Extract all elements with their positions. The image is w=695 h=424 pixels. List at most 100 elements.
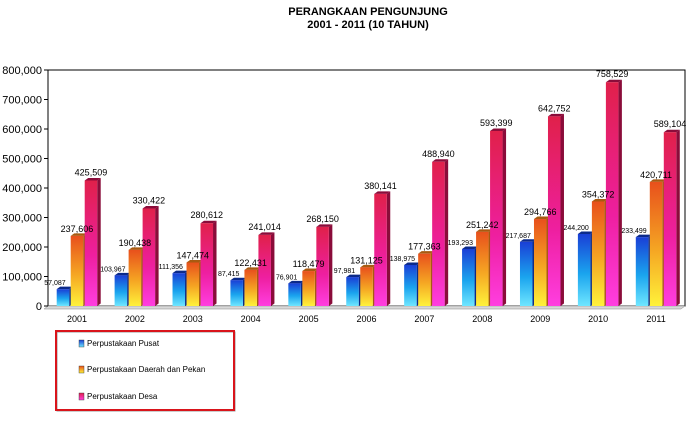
x-tick-label: 2001 — [67, 314, 87, 324]
bar — [663, 132, 677, 306]
bars — [56, 79, 680, 307]
legend-swatch — [78, 392, 85, 401]
y-tick-label: 0 — [36, 301, 42, 313]
bar-top — [519, 239, 536, 242]
bar — [128, 249, 142, 306]
legend-label: Perpustakaan Daerah dan Pekan — [87, 365, 205, 374]
x-tick-label: 2006 — [356, 314, 376, 324]
bar-top — [172, 270, 189, 274]
bar — [302, 271, 315, 306]
bar-top — [635, 234, 652, 238]
bar — [547, 116, 561, 307]
data-label: 131,125 — [350, 255, 383, 265]
legend-swatch — [78, 365, 85, 374]
bar-side — [213, 220, 217, 306]
data-label: 233,499 — [621, 228, 646, 235]
data-label: 193,293 — [448, 240, 473, 247]
data-label: 118,479 — [293, 259, 325, 269]
data-label: 57,087 — [44, 280, 66, 287]
x-tick-labels: 2001 2002 2003 2004 2005 2006 2007 2008 2009 2010… — [67, 314, 666, 324]
data-label: 237,606 — [61, 224, 94, 234]
y-tick-label: 300,000 — [2, 213, 42, 225]
data-label: 190,438 — [119, 238, 152, 248]
bar-top — [374, 191, 391, 194]
data-label: 330,422 — [133, 196, 166, 206]
data-label: 177,363 — [408, 242, 441, 252]
bar-top — [360, 264, 377, 268]
bar-top — [70, 233, 87, 236]
data-label: 111,356 — [159, 264, 183, 271]
x-tick-label: 2011 — [646, 314, 665, 324]
bar-top — [200, 220, 217, 224]
bar-top — [56, 286, 73, 290]
legend-border — [55, 330, 235, 411]
bar — [635, 237, 649, 306]
bar-top — [316, 224, 333, 227]
bar-side — [270, 232, 275, 306]
bar — [172, 273, 186, 306]
x-tick-label: 2008 — [472, 314, 492, 324]
bar — [56, 289, 70, 306]
x-tick-label: 2005 — [299, 314, 319, 324]
bar — [186, 262, 200, 306]
bar-top — [404, 262, 421, 266]
bar-top — [605, 79, 622, 83]
bar-top — [432, 159, 449, 162]
data-label: 589,104 — [654, 119, 687, 129]
bar — [476, 231, 489, 306]
y-tick-label: 600,000 — [2, 124, 42, 136]
chart-subtitle: 2001 - 2011 (10 TAHUN) — [307, 19, 429, 31]
bar — [230, 280, 243, 306]
bar — [200, 223, 214, 306]
bar-side — [97, 177, 101, 306]
y-tick-label: 100,000 — [2, 272, 42, 284]
bar-top — [346, 274, 363, 278]
legend-label: Perpustakaan Pusat — [87, 339, 160, 348]
y-tick-label: 700,000 — [2, 95, 42, 107]
plot-floor — [43, 305, 686, 310]
bar — [432, 161, 445, 306]
legend: Perpustakaan Pusat Perpustakaan Daerah da… — [55, 330, 236, 412]
data-label: 354,372 — [582, 189, 615, 199]
bar — [114, 275, 128, 306]
data-label: 294,766 — [524, 207, 557, 217]
bar-top — [244, 267, 261, 270]
data-label: 642,752 — [538, 103, 571, 113]
bar-top — [490, 128, 507, 131]
bar-top — [288, 280, 305, 284]
data-label: 122,431 — [234, 258, 267, 268]
bar — [577, 233, 591, 306]
legend-label: Perpustakaan Desa — [87, 392, 158, 401]
bar-top — [258, 232, 275, 235]
bar — [591, 201, 605, 306]
bar-top — [547, 113, 564, 117]
y-tick-label: 500,000 — [2, 154, 42, 166]
bar-top — [649, 179, 666, 182]
x-tick-label: 2010 — [588, 314, 608, 324]
data-label: 244,200 — [563, 225, 588, 232]
bar-side — [618, 79, 622, 306]
data-labels: 57,087 237,606 425,509 103,967 190,438 330,42… — [44, 69, 686, 287]
bar — [258, 234, 271, 306]
axes: 0 100,000 200,000 300,000 400,000 500,000 600,… — [2, 65, 686, 313]
bar-top — [418, 251, 435, 254]
data-label: 280,612 — [190, 210, 223, 220]
x-tick-label: 2007 — [414, 314, 434, 324]
bar-top — [591, 198, 608, 202]
bar-top — [128, 247, 145, 250]
data-label: 380,141 — [364, 181, 397, 191]
bar — [84, 180, 98, 306]
data-label: 217,687 — [506, 233, 531, 240]
bar-top — [533, 216, 550, 220]
bar — [316, 226, 329, 306]
y-tick-label: 800,000 — [2, 65, 42, 77]
bar — [649, 181, 663, 306]
data-label: 103,967 — [100, 266, 125, 273]
bar-side — [502, 128, 507, 306]
bar — [605, 82, 619, 306]
bar-side — [328, 224, 333, 306]
bar — [490, 130, 503, 306]
data-label: 593,399 — [480, 118, 513, 128]
data-label: 758,529 — [596, 69, 629, 79]
